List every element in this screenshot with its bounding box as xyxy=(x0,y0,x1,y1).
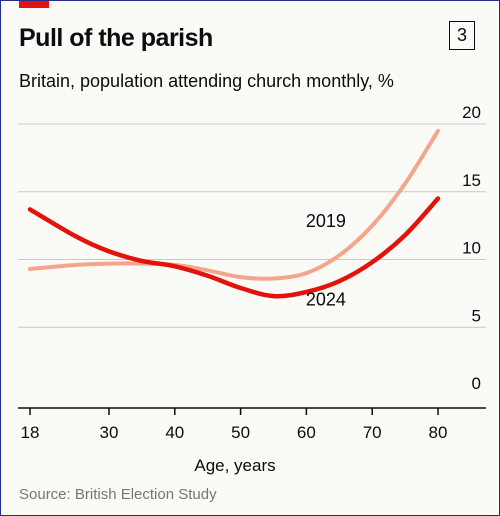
chart-subtitle: Britain, population attending church mon… xyxy=(19,71,394,91)
series-label-2019: 2019 xyxy=(306,211,346,231)
y-tick-label: 5 xyxy=(472,306,481,325)
x-tick-label: 40 xyxy=(165,423,184,442)
y-tick-label: 10 xyxy=(462,239,481,258)
chart-number-badge: 3 xyxy=(449,21,475,50)
source-note: Source: British Election Study xyxy=(19,486,217,503)
brand-accent-tab xyxy=(19,1,49,8)
y-axis-tick-labels: 0 5 10 15 20 xyxy=(462,103,481,393)
x-tick-label: 60 xyxy=(297,423,316,442)
y-tick-label: 20 xyxy=(462,103,481,122)
x-tick-label: 70 xyxy=(363,423,382,442)
x-tick-label: 30 xyxy=(100,423,119,442)
series-lines xyxy=(27,128,441,299)
series-line-2019 xyxy=(28,128,440,281)
grid-lines xyxy=(18,123,486,328)
series-line-2024 xyxy=(27,196,441,299)
series-label-2024: 2024 xyxy=(306,290,346,310)
chart-title: Pull of the parish xyxy=(19,24,213,52)
x-axis-label: Age, years xyxy=(194,456,275,475)
x-tick-label: 50 xyxy=(231,423,250,442)
x-axis: 18 30 40 50 60 70 80 xyxy=(18,407,486,442)
series-labels: 2019 2024 xyxy=(306,211,346,310)
x-tick-label: 18 xyxy=(21,423,40,442)
y-tick-label: 15 xyxy=(462,171,481,190)
y-tick-label: 0 xyxy=(472,374,481,393)
x-tick-label: 80 xyxy=(429,423,448,442)
